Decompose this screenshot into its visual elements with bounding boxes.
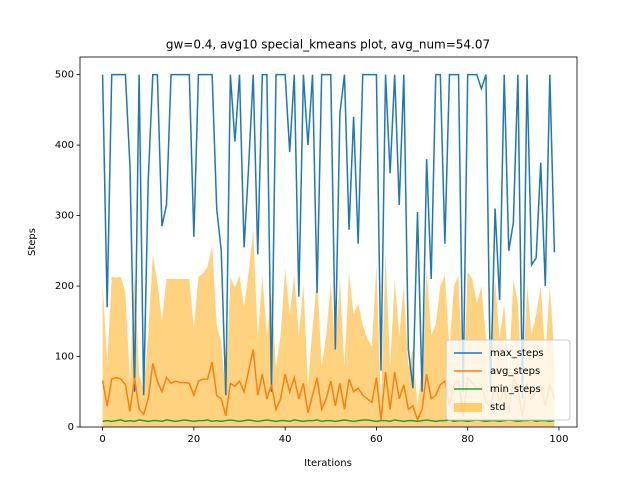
legend-label: std <box>490 402 505 413</box>
x-tick-label: 40 <box>279 434 292 445</box>
std-band <box>102 229 555 427</box>
legend-label: min_steps <box>490 384 541 395</box>
chart-title: gw=0.4, avg10 special_kmeans plot, avg_n… <box>166 38 490 52</box>
y-tick-label: 400 <box>55 140 74 151</box>
plot-frame <box>79 56 578 428</box>
x-tick-label: 80 <box>461 434 474 445</box>
x-tick-label: 0 <box>99 434 105 445</box>
legend-box <box>445 339 571 421</box>
legend-swatch <box>454 403 482 412</box>
x-tick-label: 100 <box>549 434 568 445</box>
y-axis-label: Steps <box>27 228 38 256</box>
x-tick-label: 20 <box>188 434 201 445</box>
y-tick-label: 500 <box>55 70 74 81</box>
y-tick-label: 300 <box>55 211 74 222</box>
x-tick-label: 60 <box>370 434 383 445</box>
y-tick-label: 100 <box>55 352 74 363</box>
legend-label: avg_steps <box>490 366 540 377</box>
y-tick-label: 200 <box>55 281 74 292</box>
y-tick-label: 0 <box>68 422 74 433</box>
x-axis-label: Iterations <box>304 458 352 469</box>
line-series <box>101 73 556 399</box>
legend-label: max_steps <box>490 348 544 359</box>
